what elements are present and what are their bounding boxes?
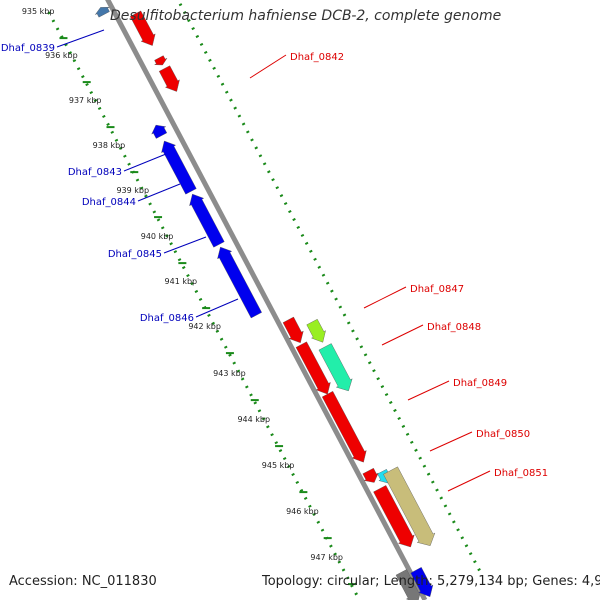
gene-arrow	[321, 391, 367, 463]
genome-title: Desulfitobacterium hafniense DCB-2, comp…	[110, 8, 502, 24]
accession-text: Accession: NC_011830	[9, 574, 157, 589]
gene-arrow	[95, 7, 110, 18]
reverse-leader-line	[123, 153, 167, 172]
gene-labels: Dhaf_0842 Dhaf_0847 Dhaf_0848 Dhaf_0849 Dhaf…	[1, 29, 548, 492]
gene-arrow	[318, 343, 353, 392]
gene-arrow	[158, 65, 180, 92]
gene-arrow	[129, 10, 156, 46]
tick-label: 946 kbp	[286, 507, 319, 516]
reverse-gene-label: Dhaf_0844	[82, 197, 136, 208]
reverse-gene-label: Dhaf_0845	[108, 249, 162, 260]
reverse-leader-line	[56, 29, 105, 48]
tick-label: 945 kbp	[262, 461, 295, 470]
reverse-leader-line	[163, 236, 207, 254]
gene-arrow	[410, 567, 434, 597]
tick-label: 942 kbp	[188, 322, 221, 331]
gene-arrow	[189, 193, 225, 248]
forward-leader-line	[363, 286, 407, 309]
gene-arrow	[217, 246, 262, 319]
gene-arrow	[153, 55, 168, 66]
features	[95, 7, 436, 600]
forward-gene-label: Dhaf_0848	[427, 322, 481, 333]
tick-label: 939 kbp	[116, 186, 149, 195]
reverse-leader-line	[195, 298, 239, 318]
tick-label: 944 kbp	[237, 415, 270, 424]
tick-label: 935 kbp	[22, 7, 55, 16]
forward-gene-label: Dhaf_0847	[410, 284, 464, 295]
tick-label: 938 kbp	[93, 141, 126, 150]
forward-gene-label: Dhaf_0851	[494, 468, 548, 479]
gene-arrow	[295, 341, 331, 395]
backbone	[105, 0, 428, 600]
forward-leader-line	[429, 431, 473, 452]
tick-label: 940 kbp	[141, 232, 174, 241]
gene-arrow	[395, 569, 421, 600]
gene-arrow	[282, 316, 304, 344]
tick-marks: 935 kbp 936 kbp 937 kbp 938 kbp 939 kbp 940 k…	[22, 7, 356, 586]
reverse-gene-label: Dhaf_0843	[68, 167, 122, 178]
tick-label: 936 kbp	[45, 51, 78, 60]
topology-text: Topology: circular; Length: 5,279,134 bp…	[262, 574, 600, 589]
forward-leader-line	[447, 470, 491, 492]
tick-label: 941 kbp	[165, 277, 198, 286]
gene-arrow	[306, 318, 326, 343]
reverse-gene-label: Dhaf_0839	[1, 43, 55, 54]
gene-arrow	[362, 467, 379, 483]
gene-arrow	[373, 485, 415, 548]
tick-label: 947 kbp	[310, 553, 343, 562]
tick-label: 943 kbp	[213, 369, 246, 378]
gene-arrow	[383, 466, 436, 546]
tick-label: 937 kbp	[69, 96, 102, 105]
reverse-leader-line	[137, 183, 181, 202]
forward-gene-label: Dhaf_0842	[290, 52, 344, 63]
forward-gene-label: Dhaf_0849	[453, 378, 507, 389]
reverse-gene-label: Dhaf_0846	[140, 313, 194, 324]
gene-arrow	[161, 140, 197, 195]
forward-leader-line	[249, 54, 287, 79]
forward-leader-line	[407, 380, 450, 401]
backbone-line	[105, 0, 428, 600]
forward-gene-label: Dhaf_0850	[476, 429, 530, 440]
forward-leader-line	[381, 324, 424, 346]
gene-arrow	[151, 124, 168, 139]
